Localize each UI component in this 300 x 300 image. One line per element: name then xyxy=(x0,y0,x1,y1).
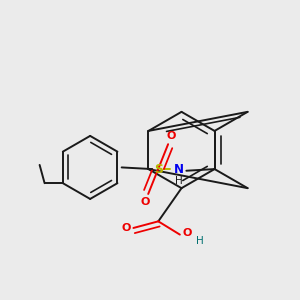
Text: N: N xyxy=(173,163,183,176)
Text: O: O xyxy=(122,223,131,233)
Text: O: O xyxy=(166,131,176,141)
Text: O: O xyxy=(182,228,192,238)
Text: H: H xyxy=(175,176,182,186)
Text: S: S xyxy=(154,163,163,176)
Text: O: O xyxy=(141,197,150,207)
Text: H: H xyxy=(196,236,204,246)
